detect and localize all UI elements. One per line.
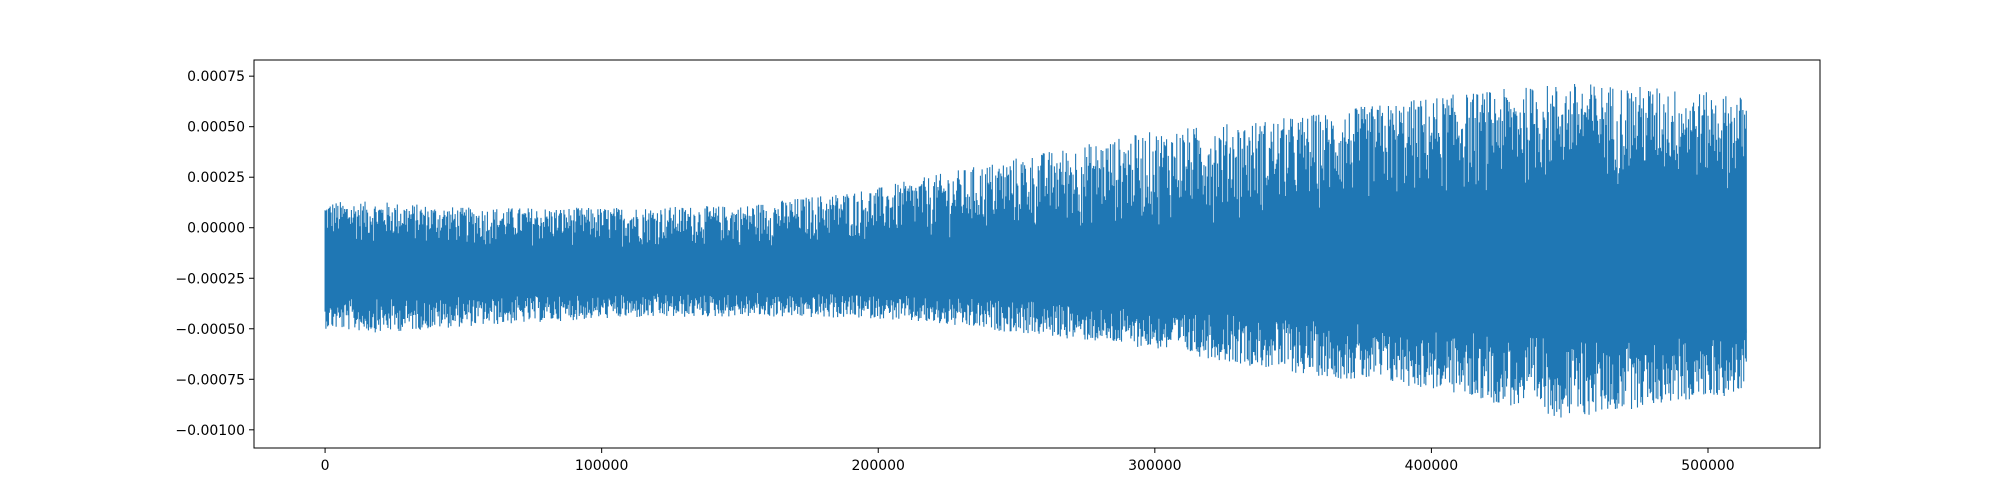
x-tick-label: 400000 [1405, 458, 1458, 474]
y-tick-label: 0.00075 [187, 69, 245, 85]
x-tick-label: 200000 [852, 458, 905, 474]
y-tick-label: −0.00025 [175, 271, 245, 287]
y-tick-label: −0.00100 [175, 423, 245, 439]
x-tick-label: 500000 [1681, 458, 1734, 474]
y-tick-label: −0.00075 [175, 372, 245, 388]
axes: 0 100000 200000 300000 400000 500000 0.00075 0.… [175, 59, 1821, 474]
y-tick-label: −0.00050 [175, 322, 245, 338]
plot-frame [253, 59, 1821, 449]
y-tick-label: 0.00050 [187, 120, 245, 136]
x-tick-label: 100000 [575, 458, 628, 474]
y-tick-label: 0.00025 [187, 170, 245, 186]
x-tick-label: 300000 [1128, 458, 1181, 474]
waveform-series-line [324, 84, 1747, 418]
x-tick-label: 0 [321, 458, 330, 474]
y-tick-label: 0.00000 [187, 221, 245, 237]
plot-area [324, 84, 1747, 418]
